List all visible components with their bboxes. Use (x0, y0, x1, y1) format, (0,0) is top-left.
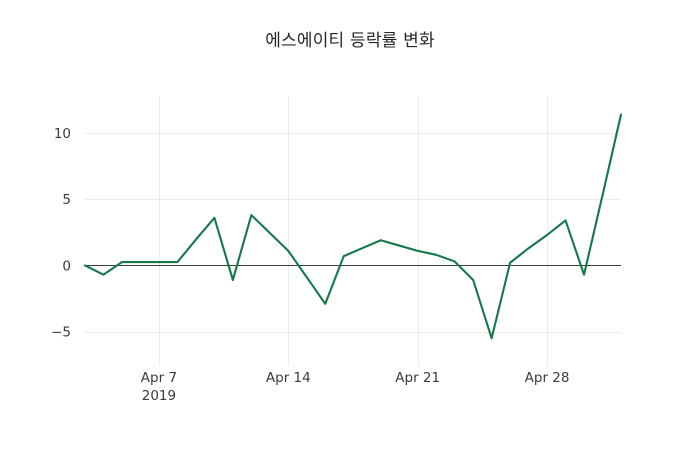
x-tick-label: Apr 14 (266, 370, 311, 386)
x-tick-label: Apr 21 (395, 370, 440, 386)
y-tick-label: 5 (62, 192, 71, 208)
x-tick-sublabel: 2019 (142, 388, 176, 404)
y-tick-label: 10 (54, 126, 71, 142)
series-line-0 (83, 113, 623, 340)
x-tick-label: Apr 7 (141, 370, 177, 386)
y-axis-tick-labels: −5 0 5 10 (51, 126, 71, 341)
y-tick-label: 0 (62, 258, 71, 274)
x-tick-label: Apr 28 (525, 370, 570, 386)
x-axis-tick-labels: Apr 7 2019 Apr 14 Apr 21 Apr 28 (141, 370, 570, 404)
data-series-group (83, 113, 623, 340)
y-gridlines (85, 133, 621, 333)
y-tick-label: −5 (51, 325, 71, 341)
chart-title: 에스에이티 등락률 변화 (265, 31, 435, 51)
x-gridlines (159, 96, 548, 366)
